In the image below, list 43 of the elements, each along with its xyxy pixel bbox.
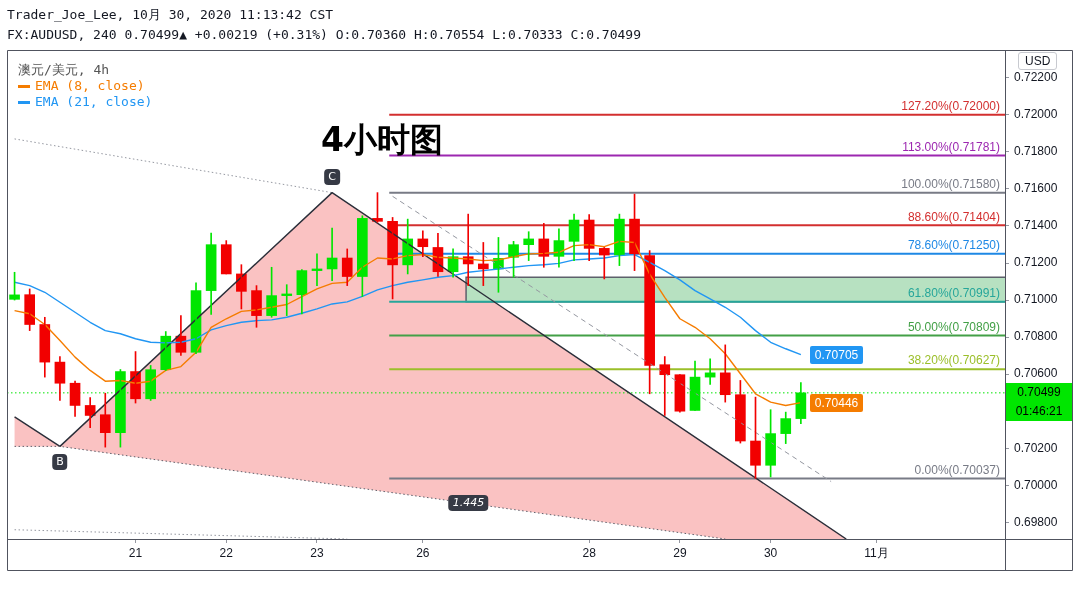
y-tick-label: 0.72000 — [1014, 107, 1058, 122]
x-tick-label: 29 — [673, 545, 687, 560]
y-tick-label: 0.70200 — [1014, 440, 1058, 455]
ref-line-label: 113.00%(0.71781) — [902, 139, 1000, 154]
y-tick-label: 0.71800 — [1014, 144, 1058, 159]
y-tick-label: 0.71600 — [1014, 181, 1058, 196]
ref-line-label: 127.20%(0.72000) — [901, 99, 1000, 114]
annotation: 1.445 — [448, 495, 489, 512]
text: FX:AUDUSD, 240 0.70499▲ +0.00219 (+0.31%) O:0.70360 H:0.70554 L:0.70333 C:0.70499 — [7, 27, 641, 43]
text: 01:46:21 — [1006, 402, 1072, 422]
text: Trader_Joe_Lee, 10月 30, 2020 11:13:42 CST — [7, 7, 334, 23]
x-tick-label: 28 — [582, 545, 597, 560]
annotation: C — [324, 168, 340, 185]
y-tick-label: 0.72200 — [1014, 70, 1058, 85]
x-tick-label: 21 — [128, 545, 143, 560]
y-axis-title: USD — [1018, 52, 1058, 70]
y-tick-label: 0.70000 — [1014, 477, 1058, 492]
data-label: 0.70446 — [809, 393, 864, 412]
y-tick-label: 0.71200 — [1014, 255, 1058, 270]
ref-line-label: 61.80%(0.70991) — [907, 286, 1000, 301]
x-tick-label: 26 — [416, 545, 430, 560]
annotation: B — [52, 454, 68, 471]
y-tick-label: 0.69800 — [1014, 514, 1058, 529]
ref-line-label: 88.60%(0.71404) — [907, 209, 1000, 224]
x-tick-label: 30 — [763, 545, 778, 560]
ref-line-label: 50.00%(0.70809) — [907, 319, 1000, 334]
text: 4小时图 — [321, 120, 443, 159]
y-tick-label: 0.71400 — [1014, 218, 1058, 233]
y-tick-label: 0.70600 — [1014, 366, 1058, 381]
text: 澳元/美元, 4h — [18, 62, 111, 78]
y-tick-label: 0.71000 — [1014, 292, 1058, 307]
ref-line-label: 100.00%(0.71580) — [901, 176, 1000, 191]
legend-label: EMA (8, close) — [35, 78, 145, 94]
x-tick-label: 23 — [310, 545, 324, 560]
x-tick-label: 11月 — [864, 545, 889, 560]
y-tick-label: 0.70800 — [1014, 329, 1058, 344]
ref-line-label: 78.60%(0.71250) — [907, 238, 1000, 253]
text: 0.70499 — [1017, 385, 1061, 400]
ref-line-label: 0.00%(0.70037) — [914, 462, 1000, 477]
legend-label: EMA (21, close) — [35, 94, 153, 110]
x-tick-label: 22 — [219, 545, 234, 560]
ref-line-label: 38.20%(0.70627) — [907, 353, 1000, 368]
data-label: 0.70705 — [809, 345, 864, 364]
